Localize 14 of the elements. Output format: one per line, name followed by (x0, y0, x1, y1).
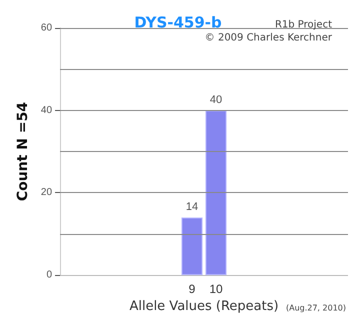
data-label: 40 (210, 94, 222, 106)
annotation: © 2009 Charles Kerchner (204, 32, 333, 44)
chart-title: DYS-459-b (134, 14, 222, 32)
text: (Aug.27, 2010) (286, 304, 346, 312)
x-tick-label: 10 (209, 282, 224, 296)
data-label: 14 (186, 200, 198, 213)
annotation: R1b Project (274, 20, 332, 30)
y-axis-title: Count N =54 (15, 102, 31, 202)
y-tick-label: 0 (46, 270, 52, 281)
x-axis-title: Allele Values (Repeats) (129, 299, 279, 314)
y-tick-label: 40 (40, 104, 52, 116)
x-tick-label: 9 (188, 282, 196, 296)
y-tick-label: 20 (40, 187, 52, 198)
y-tick-label: 60 (40, 22, 52, 34)
